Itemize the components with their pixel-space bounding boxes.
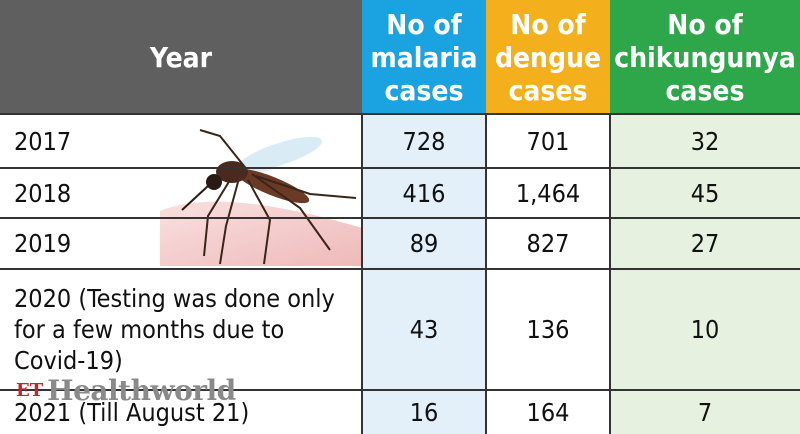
row-chikungunya-value: 32	[690, 126, 720, 156]
row-malaria-value: 43	[409, 315, 439, 344]
row-year: 2018	[14, 178, 72, 208]
row-divider	[0, 167, 800, 169]
row-dengue-value: 164	[526, 398, 570, 427]
row-chikungunya-value: 45	[690, 178, 720, 208]
row-dengue-value: 827	[526, 229, 570, 258]
row-divider	[0, 389, 800, 391]
row-year: 2017	[14, 126, 72, 156]
healthworld-watermark: ET Healthworld	[16, 374, 236, 407]
row-malaria-value: 728	[402, 126, 446, 156]
column-divider	[609, 114, 611, 434]
header-year: Year	[0, 0, 362, 114]
header-malaria: No of malaria cases	[362, 0, 486, 114]
header-chikungunya: No of chikungunya cases	[610, 0, 800, 114]
watermark-et: ET	[16, 380, 44, 401]
row-divider	[0, 113, 800, 115]
column-divider	[485, 114, 487, 434]
column-divider	[361, 114, 363, 434]
row-dengue-value: 136	[526, 315, 570, 344]
row-malaria-value: 416	[402, 178, 446, 208]
row-dengue-value: 701	[526, 126, 570, 156]
row-divider	[0, 268, 800, 270]
row-year: 2021 (Till August 21)	[14, 398, 250, 427]
watermark-name: Healthworld	[47, 374, 236, 407]
row-chikungunya-value: 27	[690, 229, 720, 258]
row-year: 2019	[14, 229, 72, 258]
row-chikungunya-value: 10	[690, 315, 720, 344]
row-malaria-value: 16	[409, 398, 439, 427]
header-dengue: No of dengue cases	[486, 0, 610, 114]
row-year: 2020 (Testing was done only for a few mo…	[14, 284, 335, 375]
row-divider	[0, 217, 800, 219]
row-dengue-value: 1,464	[515, 178, 581, 208]
row-malaria-value: 89	[409, 229, 439, 258]
row-chikungunya-value: 7	[697, 398, 713, 427]
